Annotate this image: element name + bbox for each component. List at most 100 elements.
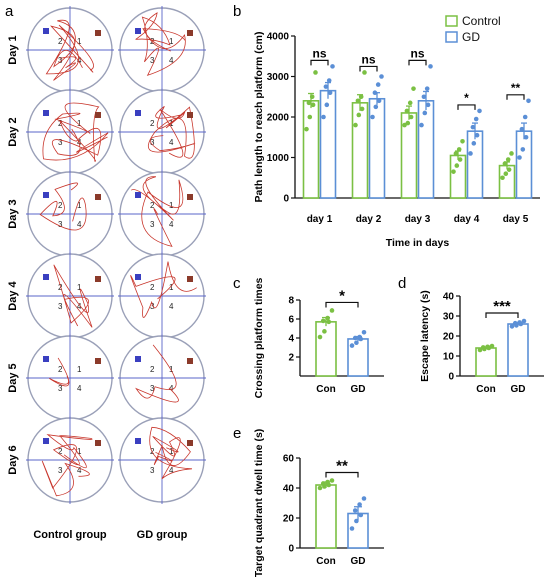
maze-trial: 1 2 3 4 [118,334,206,422]
start-marker [43,192,49,198]
data-point [470,124,476,130]
maze-trial: 1 2 3 4 [26,334,114,422]
data-point [354,518,359,524]
data-point [425,102,431,108]
data-point [321,114,326,120]
quadrant-number: 2 [58,201,63,210]
quadrant-number: 3 [150,302,155,311]
quadrant-number: 1 [77,37,82,46]
quadrant-number: 4 [169,384,174,393]
data-point [349,526,355,531]
data-point [376,98,382,104]
significance-label: ** [336,458,348,475]
quadrant-number: 2 [58,447,63,456]
legend-label: GD [462,30,480,44]
y-tick-label: 10 [443,352,455,363]
day-label: Day 2 [7,117,19,146]
x-tick-label: Con [476,384,495,395]
x-tick-label: day 5 [503,214,529,225]
quadrant-number: 2 [150,283,155,292]
platform-marker [187,276,193,282]
data-point [317,485,323,491]
data-point [362,70,367,75]
swim-track [45,19,94,81]
data-point [474,132,480,138]
data-point [424,86,430,91]
significance-bracket [310,59,329,66]
significance-bracket [457,104,476,110]
y-tick-label: 20 [443,332,455,343]
data-point [352,335,358,341]
maze-trial: 1 2 3 4 [118,252,206,340]
quadrant-number: 3 [150,466,155,475]
data-point [352,508,358,513]
bar [351,102,369,199]
quadrant-number: 1 [169,37,174,46]
y-tick-label: 30 [443,312,455,323]
significance-label: * [464,91,469,105]
bar [475,347,497,377]
bar [515,130,533,199]
quadrant-number: 3 [58,302,63,311]
data-point [405,120,411,126]
data-point [509,151,514,156]
y-tick-label: 1000 [267,153,290,164]
data-point [327,90,333,95]
start-marker [135,28,141,34]
data-point [353,122,358,128]
data-point [358,512,364,518]
data-point [326,78,332,83]
quadrant-number: 4 [77,138,82,147]
y-axis-title: Path length to reach platform (cm) [253,32,265,203]
significance-label: *** [493,298,511,315]
maze-trial: 1 2 3 4 [26,6,114,94]
data-point [422,110,428,116]
quadrant-number: 4 [77,384,82,393]
quadrant-number: 1 [169,283,174,292]
panel-letter-d: d [398,275,406,292]
x-axis-title: Time in days [386,237,450,249]
data-point [379,74,384,79]
platform-marker [95,358,101,364]
panel-letter-e: e [233,425,241,442]
significance-label: ns [361,52,375,66]
data-point [320,318,326,324]
data-point [468,151,473,156]
x-tick-label: GD [351,556,366,567]
bar [466,130,484,199]
platform-marker [95,276,101,282]
data-point [320,481,326,486]
data-point [517,155,522,160]
quadrant-number: 2 [58,365,63,374]
data-point [329,308,335,313]
data-point [309,94,315,100]
data-point [325,315,330,321]
quadrant-number: 1 [77,119,82,128]
quadrant-number: 3 [58,466,63,475]
panel-letter-a: a [5,3,14,20]
data-point [358,94,364,100]
day-label: Day 4 [7,280,19,310]
maze-trial: 1 2 3 4 [118,170,206,258]
chart-escape-latency: 0 10 20 30 40 Escape latency (s) Con GD *** [419,290,544,395]
platform-marker [187,440,193,446]
data-point [326,319,332,325]
data-point [313,70,318,75]
quadrant-number: 4 [169,302,174,311]
bar [449,154,467,199]
data-point [500,175,505,181]
swim-track [49,357,70,387]
significance-bracket [325,471,359,478]
significance-bracket [506,94,525,100]
data-point [373,104,379,110]
start-marker [43,438,49,444]
data-point [506,167,512,172]
significance-label: ** [511,81,521,95]
quadrant-number: 2 [150,365,155,374]
bar [507,323,529,377]
data-point [317,334,323,340]
y-axis-title: Crossing platform times [253,277,265,398]
y-tick-label: 2 [288,353,294,364]
significance-bracket [408,59,427,66]
